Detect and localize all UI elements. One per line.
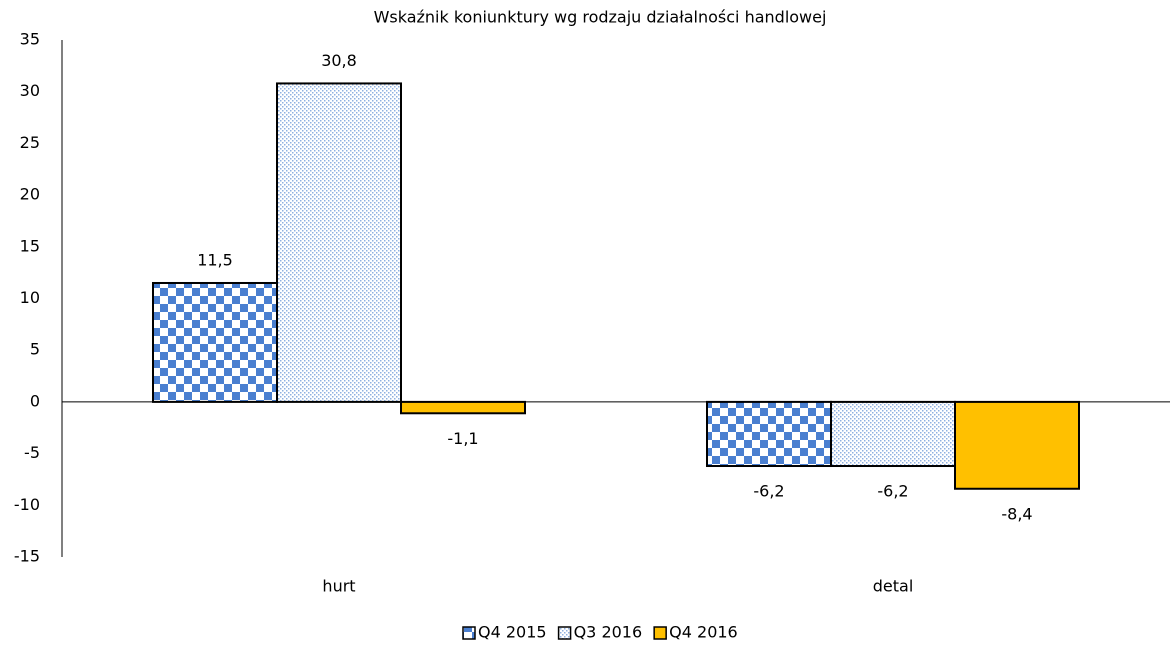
bar: [954, 400, 1080, 490]
x-tick-label: hurt: [322, 577, 355, 596]
value-label: -1,1: [447, 429, 478, 448]
chart-title: Wskaźnik koniunktury wg rodzaju działaln…: [374, 8, 827, 27]
legend-swatch: [653, 626, 667, 640]
y-tick-label: 30: [20, 81, 40, 100]
legend-swatch: [462, 626, 476, 640]
y-tick-label: 25: [20, 133, 40, 152]
y-tick-label: 5: [30, 340, 40, 359]
value-label: 30,8: [321, 51, 357, 70]
value-label: -6,2: [877, 482, 908, 501]
bar: [706, 400, 832, 468]
legend-label: Q4 2016: [669, 623, 738, 642]
y-tick-label: 35: [20, 30, 40, 49]
y-tick-label: 20: [20, 185, 40, 204]
value-label: 11,5: [197, 250, 233, 269]
bar: [400, 400, 526, 415]
bar: [276, 82, 402, 403]
legend-label: Q4 2015: [478, 623, 547, 642]
bar: [152, 281, 278, 403]
y-tick-label: -10: [14, 495, 40, 514]
y-tick-label: 10: [20, 288, 40, 307]
legend-label: Q3 2016: [574, 623, 643, 642]
bar: [830, 400, 956, 468]
value-label: -8,4: [1001, 504, 1032, 523]
x-tick-label: detal: [873, 577, 914, 596]
y-tick-label: 15: [20, 236, 40, 255]
value-label: -6,2: [753, 482, 784, 501]
y-tick-label: -5: [24, 443, 40, 462]
y-tick-label: 0: [30, 391, 40, 410]
y-tick-label: -15: [14, 547, 40, 566]
legend-swatch: [557, 626, 572, 640]
